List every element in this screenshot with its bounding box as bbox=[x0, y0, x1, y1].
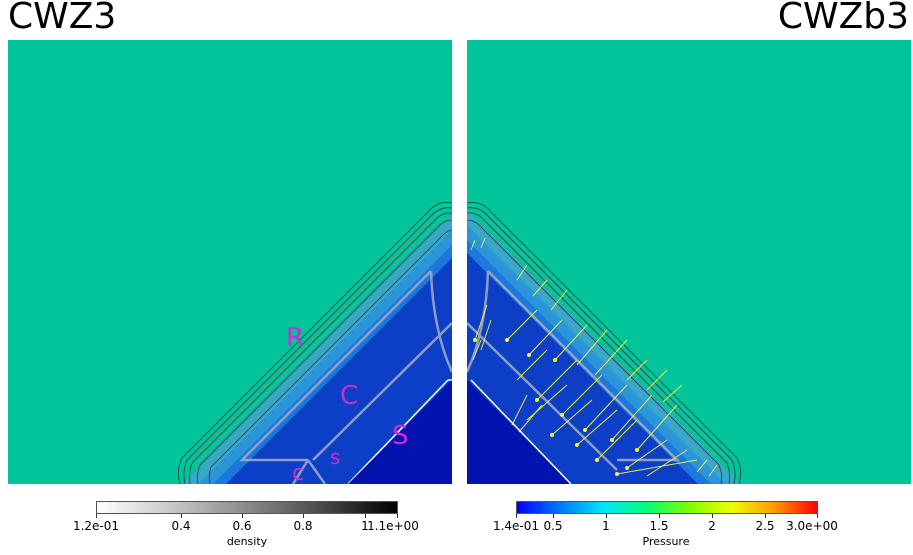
density-tick-1: 0.6 bbox=[232, 519, 252, 533]
label-c: c bbox=[292, 461, 304, 484]
pressure-max-label: 3.0e+00 bbox=[786, 519, 838, 533]
density-tick-2: 0.8 bbox=[293, 519, 313, 533]
density-max-label: 1.1e+00 bbox=[367, 519, 419, 533]
left-panel-title: CWZ3 bbox=[8, 0, 117, 37]
pressure-tick-2: 1.5 bbox=[649, 519, 669, 533]
left-density-plot: R C S s c bbox=[8, 40, 452, 484]
density-tick-3: 1 bbox=[361, 519, 369, 533]
right-pressure-plot bbox=[467, 40, 911, 484]
density-colorbar-gradient bbox=[96, 501, 398, 514]
density-colorbar-title: density bbox=[226, 535, 268, 548]
label-S: S bbox=[392, 421, 409, 451]
velocity-vectors bbox=[470, 237, 718, 477]
vector-heads bbox=[473, 338, 639, 476]
pressure-colorbar-gradient bbox=[516, 501, 818, 514]
label-s: s bbox=[330, 445, 340, 469]
label-R: R bbox=[286, 323, 304, 353]
left-field-image: R C S s c bbox=[8, 40, 452, 484]
pressure-min-label: 1.4e-01 bbox=[492, 519, 540, 533]
pressure-tick-0: 0.5 bbox=[543, 519, 563, 533]
pressure-colorbar-title: Pressure bbox=[642, 535, 690, 548]
pressure-tick-3: 2 bbox=[708, 519, 716, 533]
pressure-tick-4: 2.5 bbox=[755, 519, 775, 533]
right-panel-title: CWZb3 bbox=[777, 0, 909, 38]
density-tick-0: 0.4 bbox=[171, 519, 191, 533]
density-min-label: 1.2e-01 bbox=[72, 519, 120, 533]
label-C: C bbox=[340, 381, 358, 411]
pressure-tick-1: 1 bbox=[602, 519, 610, 533]
right-field-image bbox=[467, 40, 911, 484]
